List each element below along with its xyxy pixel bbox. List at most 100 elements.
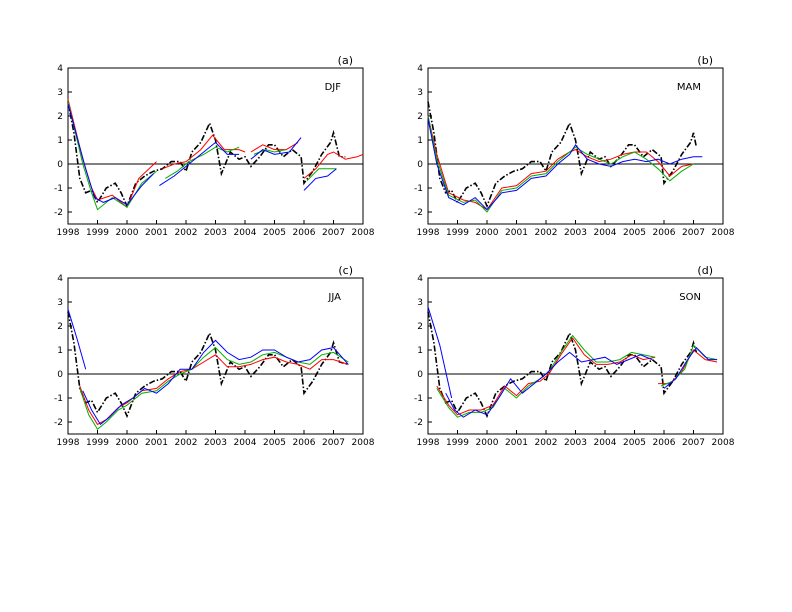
y-tick-label: 4 <box>57 64 63 74</box>
y-tick-label: 2 <box>57 112 63 122</box>
y-tick-label: 3 <box>417 298 423 308</box>
series-line <box>67 101 346 209</box>
series-line <box>436 337 656 416</box>
series-line <box>660 344 718 387</box>
y-tick-label: 3 <box>417 88 423 98</box>
y-tick-label: 0 <box>417 370 423 380</box>
panel-label: (b) <box>697 54 713 67</box>
season-label: DJF <box>325 82 342 93</box>
panel-label: (d) <box>697 264 713 277</box>
season-label: SON <box>679 292 701 303</box>
x-tick-label: 2004 <box>234 438 257 448</box>
x-tick-label: 2000 <box>476 438 499 448</box>
x-tick-label: 2002 <box>535 438 558 448</box>
series-line <box>250 141 299 153</box>
panel-label: (c) <box>338 264 353 277</box>
y-tick-label: -2 <box>414 418 423 428</box>
series-line <box>427 115 694 213</box>
chart-panel-4: 1998 1999 2000 2001 2002 2003 2004 2005 2006 2007… <box>414 264 735 448</box>
x-tick-label: 2004 <box>234 228 257 238</box>
y-tick-label: 3 <box>57 88 63 98</box>
series-line <box>427 118 703 211</box>
x-tick-label: 2003 <box>204 438 227 448</box>
x-tick-label: 1999 <box>86 438 109 448</box>
series-line <box>165 146 240 179</box>
series-line <box>67 311 349 419</box>
y-tick-label: -2 <box>54 418 63 428</box>
x-tick-label: 2006 <box>293 228 316 238</box>
y-tick-label: 1 <box>57 136 63 146</box>
y-tick-label: 1 <box>417 346 423 356</box>
x-tick-label: 2004 <box>594 438 617 448</box>
series-line <box>250 137 302 160</box>
series-line <box>445 351 653 418</box>
x-tick-label: 2008 <box>712 228 735 238</box>
series-line <box>427 311 698 419</box>
series-line <box>67 101 157 211</box>
series-line <box>427 115 694 211</box>
x-tick-label: 2006 <box>293 438 316 448</box>
x-tick-label: 2000 <box>116 438 139 448</box>
x-tick-label: 2005 <box>263 438 286 448</box>
x-tick-label: 2008 <box>712 438 735 448</box>
y-tick-label: 0 <box>57 160 63 170</box>
x-tick-label: 2006 <box>653 438 676 448</box>
x-tick-label: 2001 <box>505 438 528 448</box>
y-tick-label: 4 <box>417 274 423 284</box>
x-tick-label: 2007 <box>322 438 345 448</box>
y-tick-label: -1 <box>54 394 63 404</box>
x-tick-label: 2006 <box>653 228 676 238</box>
x-tick-label: 1999 <box>446 228 469 238</box>
y-tick-label: 4 <box>417 64 423 74</box>
x-tick-label: 2007 <box>322 228 345 238</box>
season-label: MAM <box>677 82 701 93</box>
series-line <box>658 349 718 385</box>
x-tick-label: 1998 <box>57 228 80 238</box>
y-tick-label: 2 <box>417 112 423 122</box>
x-tick-label: 1998 <box>57 438 80 448</box>
y-tick-label: -1 <box>414 394 423 404</box>
x-tick-label: 2002 <box>535 228 558 238</box>
x-tick-label: 2004 <box>594 228 617 238</box>
x-tick-label: 2001 <box>505 228 528 238</box>
y-tick-label: 0 <box>417 160 423 170</box>
series-line <box>79 354 349 426</box>
chart-panel-2: 1998 1999 2000 2001 2002 2003 2004 2005 2006 2007… <box>414 54 735 238</box>
y-tick-label: 1 <box>57 346 63 356</box>
y-tick-label: 4 <box>57 274 63 284</box>
x-tick-label: 2007 <box>682 438 705 448</box>
x-tick-label: 2007 <box>682 228 705 238</box>
series-line <box>162 134 246 170</box>
series-line <box>159 141 240 187</box>
x-tick-label: 2003 <box>564 228 587 238</box>
season-label: JJA <box>327 292 341 303</box>
series-line <box>67 309 87 370</box>
panel-label: (a) <box>338 54 353 67</box>
plot-frame <box>67 277 364 435</box>
x-tick-label: 1999 <box>86 228 109 238</box>
series-line <box>79 346 349 430</box>
series-line <box>663 346 718 389</box>
series-line <box>303 151 364 179</box>
series-line <box>427 101 698 209</box>
y-tick-label: 2 <box>417 322 423 332</box>
series-line <box>306 168 337 182</box>
x-tick-label: 2002 <box>175 438 198 448</box>
x-tick-label: 2005 <box>263 228 286 238</box>
y-tick-label: -2 <box>414 208 423 218</box>
y-tick-label: 0 <box>57 370 63 380</box>
y-tick-label: 1 <box>417 136 423 146</box>
x-tick-label: 2005 <box>623 438 646 448</box>
x-tick-label: 2001 <box>145 228 168 238</box>
x-tick-label: 2005 <box>623 228 646 238</box>
x-tick-label: 2003 <box>204 228 227 238</box>
y-tick-label: 3 <box>57 298 63 308</box>
x-tick-label: 2000 <box>116 228 139 238</box>
series-line <box>303 168 337 191</box>
x-tick-label: 2001 <box>145 438 168 448</box>
x-tick-label: 2008 <box>352 228 375 238</box>
plot-frame <box>67 67 364 225</box>
y-tick-label: -2 <box>54 208 63 218</box>
x-tick-label: 1999 <box>446 438 469 448</box>
